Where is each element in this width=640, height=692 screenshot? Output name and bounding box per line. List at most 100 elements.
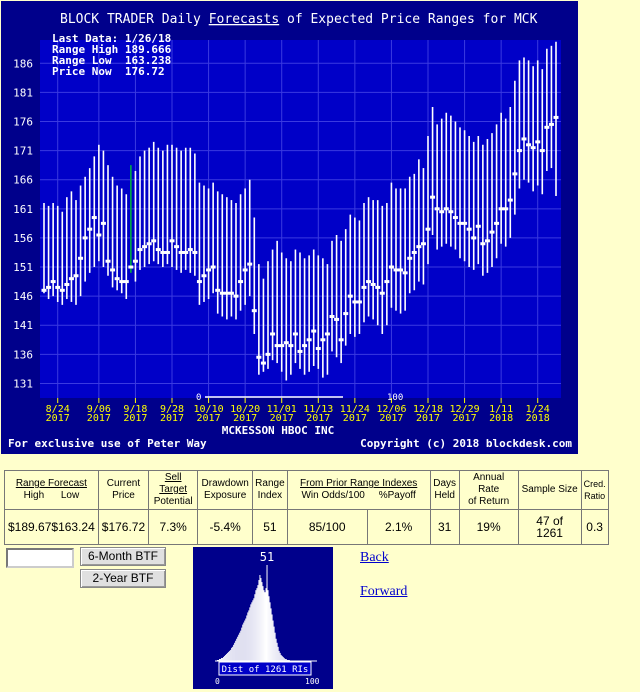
price-marker	[475, 224, 481, 228]
histogram-bar	[281, 655, 283, 661]
price-marker	[274, 344, 280, 348]
price-marker	[329, 315, 335, 319]
histogram-bar	[280, 654, 282, 661]
x-tick-label: 11/24	[340, 404, 370, 415]
price-marker	[279, 344, 285, 348]
hdr-held: Held	[434, 490, 455, 501]
histogram-bar	[257, 585, 259, 661]
histogram-bar	[227, 652, 229, 661]
price-marker	[260, 361, 266, 365]
x-tick-label: 1/24	[526, 404, 550, 415]
price-marker	[137, 248, 143, 252]
price-marker	[178, 250, 184, 254]
histogram-bar	[272, 620, 274, 661]
val-low: $163.24	[51, 520, 95, 534]
price-marker	[366, 280, 372, 284]
histogram-bar	[218, 659, 220, 661]
price-marker	[398, 268, 404, 272]
price-marker	[164, 250, 170, 254]
x-tick-label: 9/28	[160, 404, 184, 415]
histogram-bar	[268, 596, 270, 661]
y-tick-label: 146	[13, 290, 33, 303]
symbol-input[interactable]	[6, 548, 74, 568]
price-marker	[100, 221, 106, 225]
histogram-bar	[243, 622, 245, 661]
x-tick-year: 2017	[306, 413, 330, 424]
hdr-from-prior-title[interactable]: From Prior Range Indexes	[300, 478, 418, 489]
y-tick-label: 171	[13, 145, 33, 158]
histogram-bar	[274, 632, 276, 661]
title-prefix: BLOCK TRADER Daily	[60, 12, 209, 27]
y-tick-label: 166	[13, 174, 33, 187]
y-tick-label: 151	[13, 261, 33, 274]
hdr-of-return: of Return	[468, 496, 510, 507]
price-marker	[494, 221, 500, 225]
price-marker	[420, 242, 426, 246]
val-days-held: 31	[429, 509, 460, 545]
chart-title: BLOCK TRADER Daily Forecasts of Expected…	[60, 12, 538, 27]
price-marker	[238, 280, 244, 284]
histogram-bar	[247, 612, 249, 661]
price-marker	[283, 341, 289, 345]
price-marker	[302, 344, 308, 348]
price-marker	[430, 195, 436, 199]
histogram-bar	[246, 615, 248, 661]
hdr-index: Index	[257, 490, 283, 501]
price-marker	[105, 259, 111, 263]
price-marker	[68, 277, 74, 281]
histogram-bar	[228, 651, 230, 661]
y-tick-label: 136	[13, 348, 33, 361]
histogram-bar	[258, 580, 260, 661]
hdr-sell-target-title[interactable]: Sell Target	[159, 472, 188, 495]
x-tick-year: 2017	[87, 413, 111, 424]
histogram-bar	[251, 602, 253, 661]
histogram-bar	[237, 636, 239, 661]
price-marker	[507, 198, 513, 202]
x-tick-year: 2017	[379, 413, 403, 424]
price-marker	[210, 265, 216, 269]
forward-link[interactable]: Forward	[360, 584, 408, 599]
hdr-from-prior: From Prior Range Indexes Win Odds/100 %P…	[286, 470, 431, 510]
price-marker	[82, 236, 88, 240]
histogram-bar	[276, 642, 278, 661]
range-chart: 131 136 141 146 151 156 161 166 171 176 181 186 8/2…	[1, 1, 578, 454]
hdr-low: Low	[60, 490, 80, 501]
price-marker	[434, 207, 440, 211]
price-marker	[311, 329, 317, 333]
price-marker	[361, 285, 367, 289]
y-tick-label: 161	[13, 203, 33, 216]
price-marker	[320, 338, 326, 342]
x-tick-year: 2017	[233, 413, 257, 424]
hdr-range: Range	[255, 478, 285, 489]
hdr-range-forecast-title[interactable]: Range Forecast	[15, 478, 87, 489]
price-marker	[315, 347, 321, 351]
title-forecasts-link[interactable]: Forecasts	[209, 12, 279, 27]
price-marker	[251, 309, 257, 313]
x-tick-year: 2017	[46, 413, 70, 424]
val-high: $189.67	[8, 520, 52, 534]
x-tick-label: 11/01	[267, 404, 297, 415]
price-marker	[292, 332, 298, 336]
price-marker	[87, 227, 93, 231]
histogram-bar	[245, 618, 247, 661]
price-marker	[270, 332, 276, 336]
price-marker	[526, 143, 532, 147]
histogram-bar	[287, 659, 289, 661]
six-month-btf-button[interactable]: 6-Month BTF	[80, 547, 166, 566]
back-link[interactable]: Back	[360, 550, 389, 565]
two-year-btf-button[interactable]: 2-Year BTF	[80, 569, 166, 588]
hdr-days-held: Days Held	[429, 470, 460, 510]
price-marker	[379, 291, 385, 295]
histogram-caption-box	[218, 661, 312, 676]
price-marker	[452, 216, 458, 220]
histogram-bar	[284, 658, 286, 661]
histogram-bar	[254, 594, 256, 661]
histogram-bar	[253, 598, 255, 661]
histogram-bar	[262, 586, 264, 661]
histogram-bar	[235, 640, 237, 661]
price-marker	[553, 115, 559, 119]
price-marker	[96, 233, 102, 237]
histogram-bar	[282, 656, 284, 661]
indicator-strip: 0 100	[196, 393, 403, 403]
price-marker	[142, 245, 148, 249]
